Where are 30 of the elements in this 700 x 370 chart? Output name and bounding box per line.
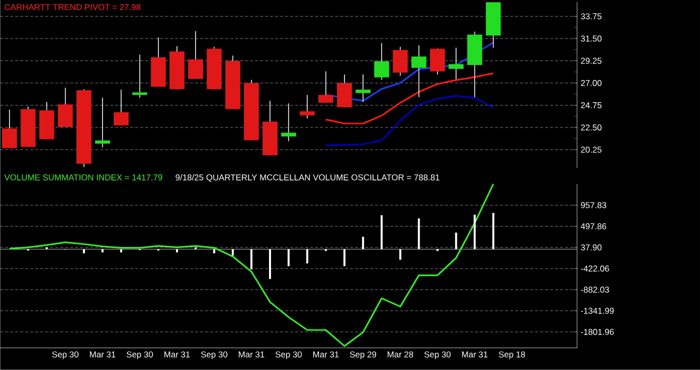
x-tick-label: Mar 31 <box>462 351 488 358</box>
x-tick-label: Mar 31 <box>164 351 190 358</box>
x-tick-label: Sep 30 <box>52 351 78 360</box>
y-tick-label: 24.75 <box>580 102 602 108</box>
y-tick-label: -1801.96 <box>580 328 614 335</box>
x-tick-label: Sep 30 <box>276 351 302 360</box>
y-tick-label: 33.75 <box>580 13 602 20</box>
x-tick-label: Sep 18 <box>498 351 525 360</box>
y-tick-label: 497.86 <box>580 223 606 230</box>
x-tick-label: Mar 31 <box>238 351 264 358</box>
x-tick-label: Mar 31 <box>90 351 116 358</box>
y-tick-label: 27.00 <box>580 80 602 86</box>
x-tick-label: Mar 31 <box>313 351 339 358</box>
text: CARHARTT TREND PIVOT = 27.98 <box>4 4 140 10</box>
y-tick-label: 20.25 <box>580 146 602 153</box>
y-tick-label: -882.03 <box>580 286 610 293</box>
y-tick-label: 22.50 <box>580 124 602 131</box>
y-tick-label: 29.25 <box>580 58 602 64</box>
text: VOLUME SUMMATION INDEX = 1417.79 <box>4 174 162 180</box>
y-tick-label: -1341.99 <box>580 308 614 314</box>
x-tick-label: Sep 30 <box>424 351 451 360</box>
y-tick-label: -422.06 <box>580 266 610 272</box>
x-tick-label: Mar 28 <box>388 351 414 358</box>
x-tick-label: Sep 30 <box>126 351 153 360</box>
y-tick-label: 37.90 <box>580 244 602 250</box>
y-tick-label: 31.50 <box>580 36 602 42</box>
x-tick-label: Sep 29 <box>350 351 376 360</box>
text: 9/18/25 QUARTERLY MCCLELLAN VOLUME OSCILLATOR = 788.81 <box>176 174 440 182</box>
x-tick-label: Sep 30 <box>201 351 228 360</box>
y-tick-label: 957.83 <box>580 202 606 208</box>
